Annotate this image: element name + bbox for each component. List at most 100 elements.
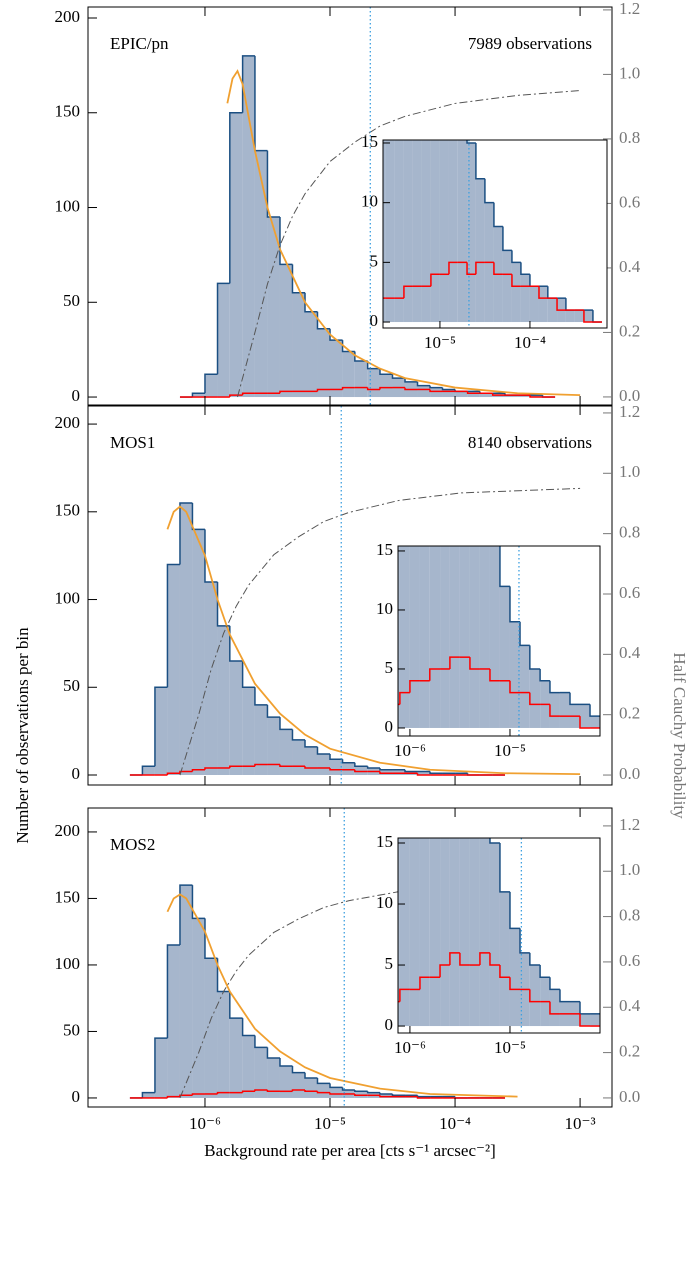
y2-tick-label: 1.2 — [619, 402, 640, 421]
histogram-step — [529, 952, 541, 966]
histogram-bar — [254, 704, 268, 775]
histogram-step — [430, 273, 440, 287]
histogram-bar — [403, 140, 413, 323]
histogram-step — [350, 179, 359, 298]
histogram-step — [304, 1089, 318, 1093]
histogram-step — [416, 1095, 431, 1098]
inset-plot — [398, 546, 610, 736]
x-tick-label: 10⁻³ — [565, 1114, 596, 1133]
histogram-step — [479, 952, 490, 966]
histogram-bar — [579, 704, 591, 728]
histogram-bar — [330, 340, 343, 398]
histogram-step — [304, 766, 318, 769]
histogram-step — [279, 717, 293, 731]
histogram-step — [241, 1090, 255, 1093]
histogram-step — [204, 767, 218, 770]
histogram-bar — [417, 771, 431, 775]
y2-tick-label: 1.2 — [619, 815, 640, 834]
histogram-step — [529, 989, 541, 1003]
y2-tick-label: 0.0 — [619, 1087, 640, 1106]
histogram-step — [291, 1066, 306, 1074]
histogram-bar — [600, 716, 610, 728]
histogram-bar — [530, 395, 543, 398]
panel: 0501001502000.00.20.40.60.81.01.2EPIC/pn… — [55, 0, 641, 406]
inset-y-tick-label: 10 — [376, 893, 393, 912]
histogram-bar — [398, 838, 400, 1027]
histogram-bar — [142, 766, 155, 775]
histogram-bar — [292, 1072, 306, 1098]
histogram-step — [179, 502, 193, 565]
histogram-bar — [217, 625, 230, 775]
histogram-bar — [204, 958, 218, 1098]
histogram-step — [229, 765, 243, 768]
histogram-step — [229, 991, 243, 1019]
histogram-bar — [502, 250, 512, 323]
histogram-step — [416, 1096, 431, 1099]
histogram-bar — [509, 928, 521, 1027]
histogram-bar — [455, 773, 468, 775]
histogram-bar — [547, 298, 558, 323]
histogram-step — [583, 310, 593, 323]
inset-x-tick-label: 10⁻⁶ — [394, 741, 426, 760]
histogram-step — [316, 1091, 331, 1094]
histogram-step — [254, 687, 268, 706]
y-tick-label: 100 — [55, 588, 81, 607]
histogram-step — [266, 704, 280, 718]
histogram-step — [354, 1093, 368, 1097]
histogram-bar — [192, 529, 205, 775]
histogram-bar — [469, 546, 480, 728]
histogram-bar — [341, 298, 350, 322]
histogram-step — [509, 680, 521, 694]
histogram-bar — [489, 843, 500, 1027]
histogram-bar — [457, 140, 468, 323]
y2-tick-label: 0.0 — [619, 764, 640, 783]
histogram-step — [354, 1089, 368, 1093]
histogram-bar — [529, 286, 539, 323]
histogram-step — [241, 392, 255, 396]
histogram-bar — [517, 395, 531, 398]
y2-tick-label: 0.8 — [619, 523, 640, 542]
histogram-bar — [192, 393, 205, 398]
histogram-bar — [409, 838, 420, 1027]
inset-y-tick-label: 0 — [370, 311, 379, 330]
histogram-bar — [520, 645, 530, 728]
histogram-bar — [367, 368, 380, 398]
histogram-step — [191, 392, 205, 398]
histogram-bar — [383, 140, 386, 323]
inset-y-tick-label: 10 — [361, 192, 378, 211]
histogram-step — [329, 328, 343, 341]
histogram-bar — [154, 687, 168, 775]
histogram-step — [466, 391, 480, 394]
fit-curve — [226, 69, 581, 397]
histogram-step — [511, 274, 521, 287]
histogram-step — [154, 1037, 168, 1093]
panel-annotation: 7989 observations — [468, 34, 592, 53]
histogram-step — [391, 1093, 406, 1097]
histogram-step — [529, 395, 543, 398]
inset-frame — [382, 139, 608, 329]
histogram-step — [539, 965, 550, 978]
probability-curve — [179, 487, 581, 776]
y-tick-label: 100 — [55, 954, 81, 973]
y-tick-label: 200 — [55, 821, 81, 840]
histogram-bar — [385, 140, 395, 323]
histogram-step — [538, 286, 548, 299]
histogram-bar — [217, 991, 230, 1098]
histogram-step — [549, 680, 560, 694]
histogram-step — [404, 378, 418, 383]
x-tick-label: 10⁻⁴ — [439, 1114, 471, 1133]
histogram-step — [493, 202, 503, 228]
histogram-step — [379, 767, 393, 771]
histogram-step — [509, 586, 521, 623]
histogram-bar — [439, 140, 449, 323]
histogram-step — [329, 767, 343, 771]
histogram-step — [459, 952, 470, 966]
y2-tick-label: 0.0 — [619, 386, 640, 405]
histogram-bar — [242, 55, 255, 398]
panel-annotation: 8140 observations — [468, 433, 592, 452]
histogram-step — [191, 885, 205, 920]
inset-y-tick-label: 0 — [385, 717, 394, 736]
